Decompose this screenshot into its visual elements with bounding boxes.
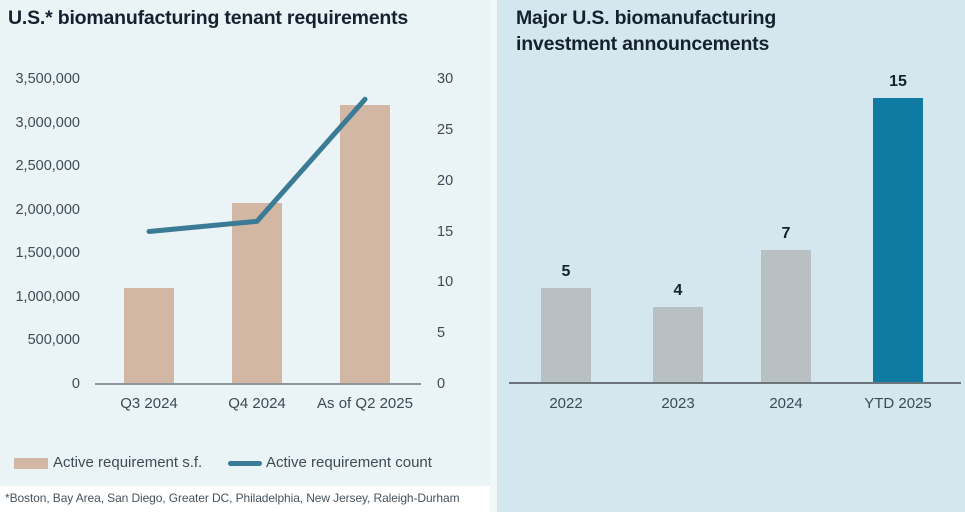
bar-series-legend-label: Active requirement s.f. — [53, 454, 203, 471]
line-series-legend-label: Active requirement count — [266, 454, 432, 471]
left-chart-x-axis-line — [95, 383, 421, 385]
left-chart-category-label: Q4 2024 — [228, 395, 286, 412]
right-axis-tick: 25 — [437, 121, 454, 138]
active-requirement-sf-bar — [124, 288, 174, 384]
left-chart-plot-area: 0 500,000 1,000,000 1,500,000 2,000,000 2,500… — [15, 71, 454, 412]
investment-announcements-chart-panel: Major U.S. biomanufacturing investment a… — [497, 0, 965, 512]
right-chart-category-label: 2022 — [549, 395, 583, 412]
right-axis-tick: 30 — [437, 71, 454, 87]
left-axis-tick: 2,000,000 — [15, 201, 80, 218]
left-chart-category-label: As of Q2 2025 — [317, 395, 413, 412]
right-axis-tick: 0 — [437, 376, 446, 392]
right-axis-tick: 10 — [437, 274, 454, 291]
left-axis-tick: 500,000 — [27, 332, 80, 349]
left-chart-legend: Active requirement s.f. Active requireme… — [0, 450, 490, 480]
investment-bar-value-label: 4 — [673, 282, 683, 299]
left-chart-category-label: Q3 2024 — [120, 395, 178, 412]
investment-bar — [761, 250, 811, 383]
investment-bar — [541, 288, 591, 383]
left-axis-tick: 1,000,000 — [15, 288, 80, 305]
right-chart-category-label: 2024 — [769, 395, 803, 412]
right-chart-title: Major U.S. biomanufacturing investment a… — [516, 7, 777, 55]
left-axis-tick: 2,500,000 — [15, 158, 80, 175]
right-axis-tick: 5 — [437, 325, 446, 342]
right-chart-category-label: YTD 2025 — [864, 395, 932, 412]
right-chart-x-axis-line — [509, 382, 961, 384]
active-requirement-sf-bar — [232, 202, 282, 384]
left-axis-tick: 3,000,000 — [15, 114, 80, 131]
investment-bar — [873, 98, 923, 383]
investment-bar-value-label: 5 — [561, 263, 571, 280]
right-axis-tick: 15 — [437, 223, 454, 240]
right-axis-tick: 20 — [437, 172, 454, 189]
left-axis-tick: 0 — [71, 376, 80, 392]
investment-bar — [653, 307, 703, 383]
left-chart-title: U.S.* biomanufacturing tenant requiremen… — [8, 7, 409, 29]
line-series-swatch — [228, 461, 262, 466]
investment-bar-value-label: 7 — [781, 225, 791, 242]
right-chart-plot-area: 5 4 7 15 2022 2023 2024 YTD 2025 — [497, 0, 965, 512]
active-requirement-sf-bar — [340, 105, 390, 384]
right-chart-category-label: 2023 — [661, 395, 695, 412]
left-axis-tick: 3,500,000 — [15, 71, 80, 87]
tenant-requirements-chart-panel: U.S.* biomanufacturing tenant requiremen… — [0, 7, 490, 512]
investment-bar-value-label: 15 — [889, 73, 907, 90]
left-axis-tick: 1,500,000 — [15, 245, 80, 262]
market-footnote: *Boston, Bay Area, San Diego, Greater DC… — [0, 486, 490, 512]
bar-series-swatch — [14, 458, 48, 469]
